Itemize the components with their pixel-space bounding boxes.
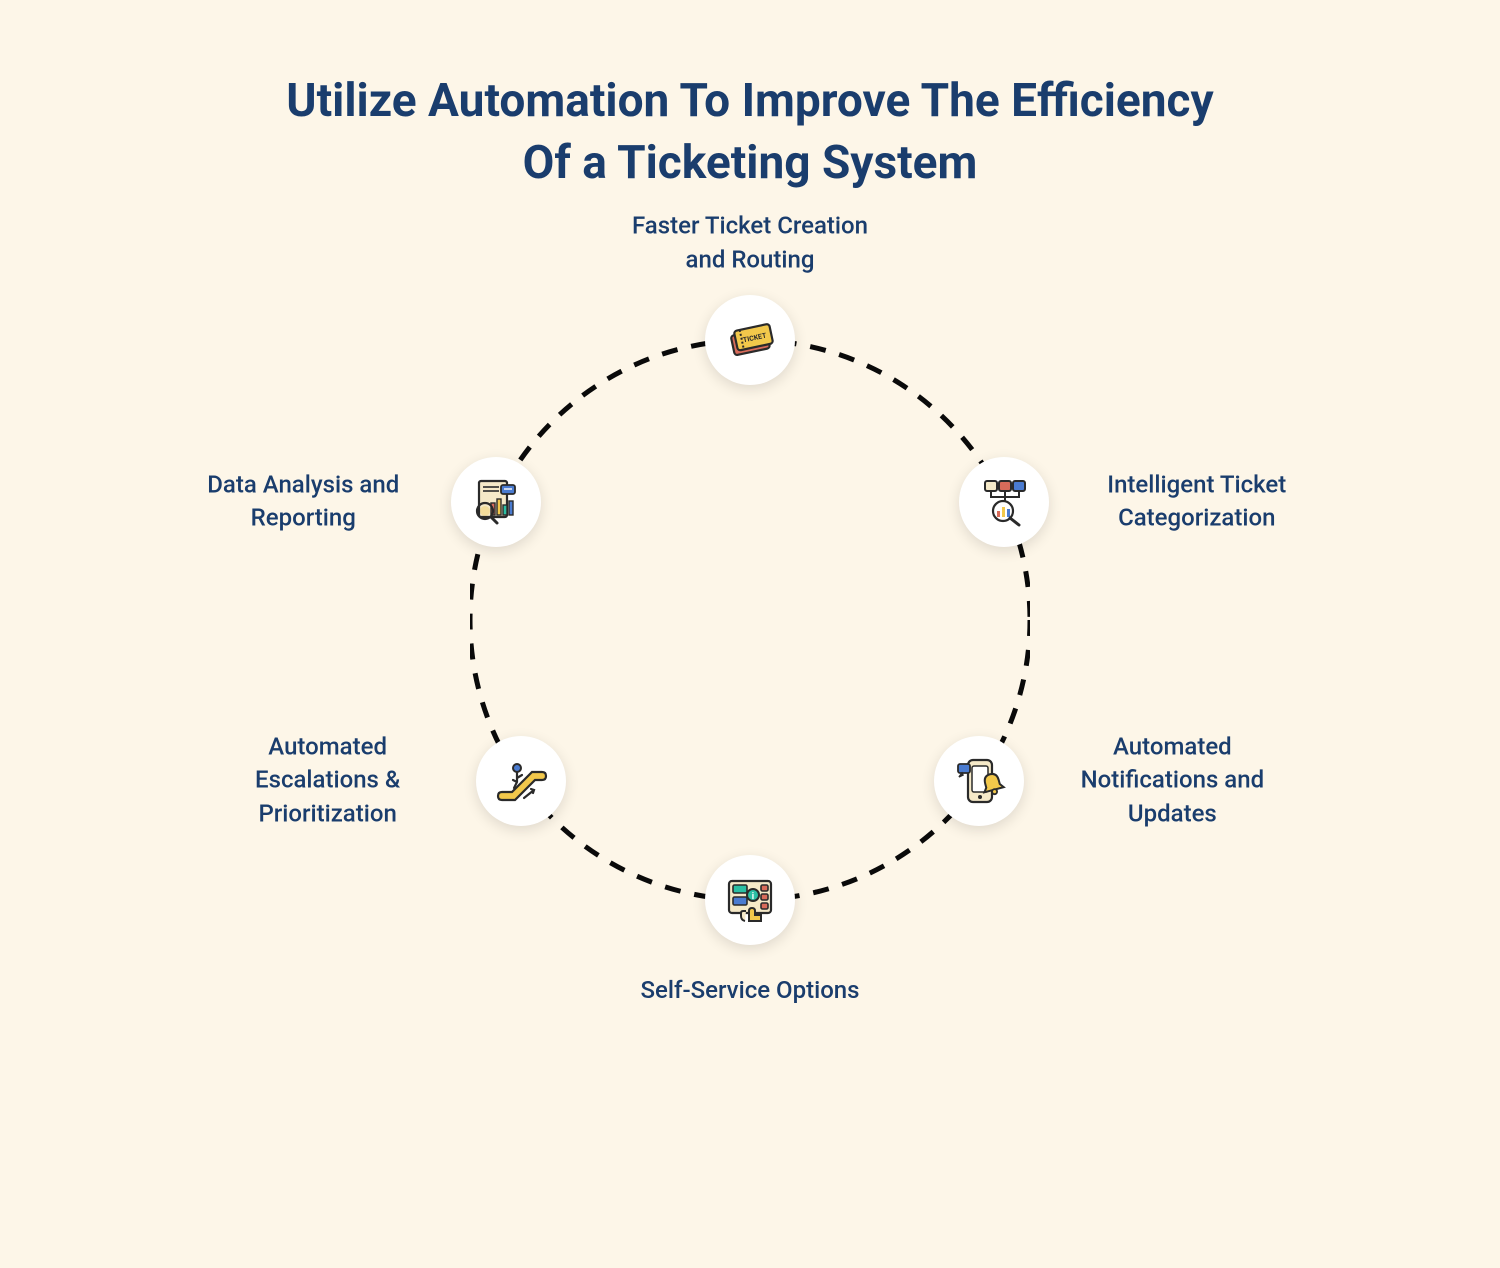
circular-diagram: Faster Ticket Creation and Routing Intell… xyxy=(0,210,1500,1268)
node-notifications xyxy=(934,736,1024,826)
label-notifications: Automated Notifications and Updates xyxy=(1042,730,1302,831)
node-reporting xyxy=(451,457,541,547)
self-service-icon xyxy=(723,873,777,927)
node-ticket-creation xyxy=(705,295,795,385)
page-title: Utilize Automation To Improve The Effici… xyxy=(0,70,1500,194)
node-self-service xyxy=(705,855,795,945)
categorization-icon xyxy=(977,475,1031,529)
label-ticket-creation: Faster Ticket Creation and Routing xyxy=(620,209,880,276)
reporting-icon xyxy=(469,475,523,529)
label-self-service: Self-Service Options xyxy=(620,974,880,1008)
label-categorization: Intelligent Ticket Categorization xyxy=(1067,468,1327,535)
node-escalations xyxy=(476,736,566,826)
label-escalations: Automated Escalations & Prioritization xyxy=(198,730,458,831)
notifications-icon xyxy=(952,754,1006,808)
label-reporting: Data Analysis and Reporting xyxy=(173,468,433,535)
ticket-creation-icon xyxy=(723,313,777,367)
node-categorization xyxy=(959,457,1049,547)
escalations-icon xyxy=(494,754,548,808)
circle-container: Faster Ticket Creation and RoutingIntell… xyxy=(470,340,1030,900)
dashed-circle xyxy=(470,340,1030,900)
